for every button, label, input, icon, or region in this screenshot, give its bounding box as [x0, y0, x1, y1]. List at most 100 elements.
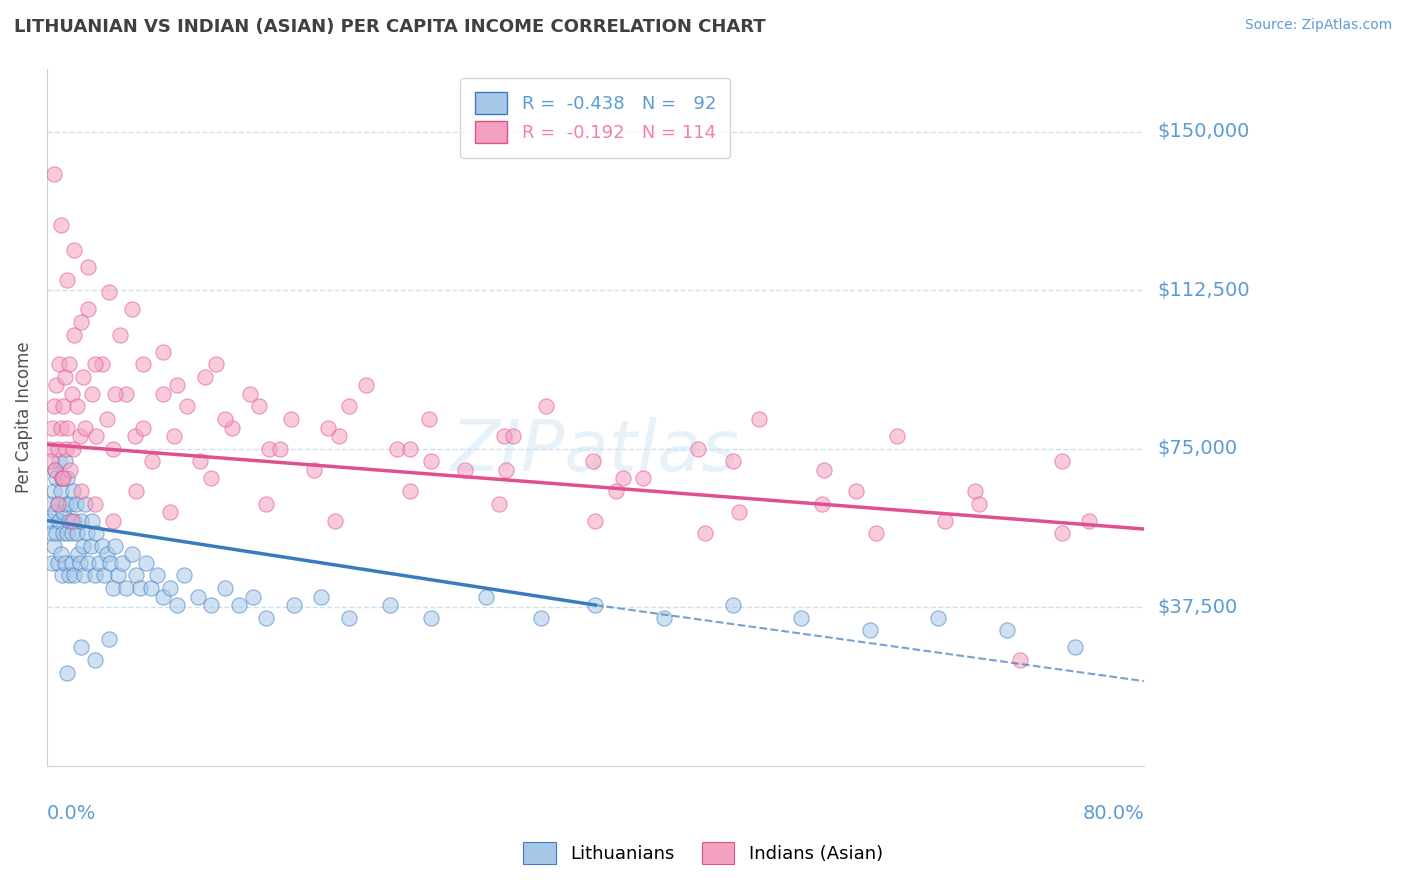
Point [159, 581, 181, 595]
Point [582, 454, 605, 468]
Point [84, 429, 107, 443]
Point [45, 378, 67, 392]
Point [93, 568, 115, 582]
Point [280, 412, 302, 426]
Point [104, 387, 127, 401]
Point [60, 556, 83, 570]
Text: Source: ZipAtlas.com: Source: ZipAtlas.com [1244, 18, 1392, 32]
Point [59, 463, 82, 477]
Point [46, 442, 69, 456]
Point [76, 526, 98, 541]
Point [810, 497, 832, 511]
Point [378, 598, 401, 612]
Point [42, 483, 65, 498]
Point [965, 483, 987, 498]
Point [124, 429, 146, 443]
Point [104, 539, 127, 553]
Point [328, 429, 350, 443]
Point [55, 442, 77, 456]
Point [45, 526, 67, 541]
Point [214, 581, 236, 595]
Point [419, 611, 441, 625]
Point [46, 497, 69, 511]
Point [934, 514, 956, 528]
Point [60, 526, 83, 541]
Point [1078, 514, 1101, 528]
Point [72, 539, 94, 553]
Point [969, 497, 991, 511]
Point [49, 218, 72, 232]
Point [356, 378, 378, 392]
Point [152, 387, 174, 401]
Point [129, 581, 152, 595]
Point [454, 463, 477, 477]
Point [1050, 526, 1073, 541]
Point [70, 483, 93, 498]
Text: $37,500: $37,500 [1157, 598, 1239, 616]
Point [688, 442, 710, 456]
Point [242, 590, 264, 604]
Point [44, 463, 66, 477]
Point [337, 611, 360, 625]
Point [1064, 640, 1087, 655]
Point [55, 497, 77, 511]
Point [63, 327, 86, 342]
Point [721, 454, 744, 468]
Point [49, 420, 72, 434]
Point [269, 442, 291, 456]
Point [38, 514, 60, 528]
Point [1050, 454, 1073, 468]
Point [75, 497, 97, 511]
Point [51, 471, 73, 485]
Text: 80.0%: 80.0% [1083, 805, 1144, 823]
Point [77, 302, 100, 317]
Point [187, 590, 209, 604]
Point [51, 568, 73, 582]
Point [190, 454, 212, 468]
Point [48, 357, 70, 371]
Point [87, 556, 110, 570]
Point [90, 357, 112, 371]
Point [194, 370, 217, 384]
Point [69, 429, 91, 443]
Point [583, 514, 606, 528]
Point [115, 387, 138, 401]
Point [254, 497, 277, 511]
Point [813, 463, 835, 477]
Point [48, 514, 70, 528]
Text: $75,000: $75,000 [1157, 439, 1237, 458]
Point [62, 483, 84, 498]
Point [152, 590, 174, 604]
Point [58, 514, 80, 528]
Point [283, 598, 305, 612]
Point [748, 412, 770, 426]
Point [101, 581, 124, 595]
Point [83, 357, 105, 371]
Point [66, 526, 89, 541]
Point [63, 568, 86, 582]
Point [495, 463, 517, 477]
Point [97, 632, 120, 646]
Point [38, 442, 60, 456]
Point [399, 442, 422, 456]
Point [98, 556, 121, 570]
Point [534, 400, 557, 414]
Point [228, 598, 250, 612]
Point [316, 420, 339, 434]
Point [97, 285, 120, 300]
Point [474, 590, 496, 604]
Point [67, 547, 90, 561]
Point [45, 471, 67, 485]
Point [111, 556, 134, 570]
Point [385, 442, 408, 456]
Point [46, 497, 69, 511]
Point [49, 547, 72, 561]
Point [56, 665, 79, 680]
Point [56, 471, 79, 485]
Point [721, 598, 744, 612]
Point [42, 167, 65, 181]
Point [492, 429, 515, 443]
Point [63, 243, 86, 257]
Point [41, 420, 63, 434]
Point [141, 454, 163, 468]
